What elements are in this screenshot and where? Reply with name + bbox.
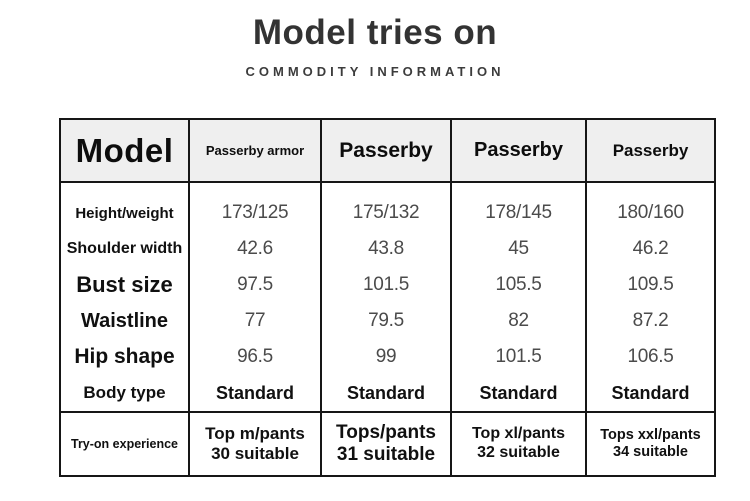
table-cell: 46.2 <box>585 231 716 267</box>
table-row-tryon-experience: Try-on experience Top m/pants 30 suitabl… <box>59 411 716 477</box>
table-cell: Standard <box>188 375 322 412</box>
table-row-waistline: Waistline 77 79.5 82 87.2 <box>59 303 716 339</box>
table-cell: 105.5 <box>450 267 587 303</box>
table-row-bust-size: Bust size 97.5 101.5 105.5 109.5 <box>59 267 716 303</box>
table-row-hip-shape: Hip shape 96.5 99 101.5 106.5 <box>59 339 716 375</box>
table-cell: 175/132 <box>320 182 452 231</box>
tryon-line-1: Top m/pants <box>205 423 305 443</box>
tryon-line-1: Tops/pants <box>336 421 436 443</box>
table-cell: 96.5 <box>188 339 322 375</box>
table-cell: Standard <box>320 375 452 412</box>
tryon-line-2: 30 suitable <box>211 444 299 463</box>
table-cell: Standard <box>585 375 716 412</box>
table-cell: 173/125 <box>188 182 322 231</box>
tryon-line-2: 34 suitable <box>613 444 688 460</box>
header-cell-passerby-2: Passerby <box>320 118 452 183</box>
table-row-body-type: Body type Standard Standard Standard Sta… <box>59 375 716 412</box>
row-label-body-type: Body type <box>59 375 190 412</box>
header-cell-passerby-armor: Passerby armor <box>188 118 322 183</box>
tryon-line-1: Tops xxl/pants <box>600 426 701 443</box>
model-spec-table: Model Passerby armor Passerby Passerby P… <box>59 118 716 477</box>
table-body: Height/weight 173/125 175/132 178/145 18… <box>59 182 716 412</box>
row-label-waistline: Waistline <box>59 303 190 339</box>
table-header: Model Passerby armor Passerby Passerby P… <box>59 118 716 183</box>
table-cell: 101.5 <box>320 267 452 303</box>
table-row-height-weight: Height/weight 173/125 175/132 178/145 18… <box>59 182 716 231</box>
table-footer: Try-on experience Top m/pants 30 suitabl… <box>59 411 716 477</box>
row-label-hip-shape: Hip shape <box>59 339 190 375</box>
table-cell: 82 <box>450 303 587 339</box>
header-cell-model: Model <box>59 118 190 183</box>
table-cell: 101.5 <box>450 339 587 375</box>
table-cell: 77 <box>188 303 322 339</box>
tryon-line-2: 32 suitable <box>477 444 560 461</box>
table-cell: 87.2 <box>585 303 716 339</box>
table-cell: Top xl/pants 32 suitable <box>450 411 587 477</box>
row-label-tryon-experience: Try-on experience <box>59 411 190 477</box>
table-cell: 180/160 <box>585 182 716 231</box>
row-label-height-weight: Height/weight <box>59 182 190 231</box>
header-cell-passerby-4: Passerby <box>585 118 716 183</box>
page-subtitle: COMMODITY INFORMATION <box>245 64 505 79</box>
row-label-shoulder-width: Shoulder width <box>59 231 190 267</box>
table-cell: Tops/pants 31 suitable <box>320 411 452 477</box>
table-cell: 79.5 <box>320 303 452 339</box>
table-cell: Standard <box>450 375 587 412</box>
table-cell: 43.8 <box>320 231 452 267</box>
table-cell: Top m/pants 30 suitable <box>188 411 322 477</box>
table-cell: 99 <box>320 339 452 375</box>
table-cell: 97.5 <box>188 267 322 303</box>
header-row: Model Passerby armor Passerby Passerby P… <box>59 118 716 183</box>
row-label-bust-size: Bust size <box>59 267 190 303</box>
table-cell: Tops xxl/pants 34 suitable <box>585 411 716 477</box>
tryon-line-2: 31 suitable <box>336 444 436 465</box>
table-cell: 45 <box>450 231 587 267</box>
tryon-line-1: Top xl/pants <box>471 425 566 443</box>
table-cell: 178/145 <box>450 182 587 231</box>
table-row-shoulder-width: Shoulder width 42.6 43.8 45 46.2 <box>59 231 716 267</box>
page-title: Model tries on <box>252 13 498 52</box>
table-cell: 42.6 <box>188 231 322 267</box>
table-cell: 109.5 <box>585 267 716 303</box>
table-cell: 106.5 <box>585 339 716 375</box>
header-cell-passerby-3: Passerby <box>450 118 587 183</box>
